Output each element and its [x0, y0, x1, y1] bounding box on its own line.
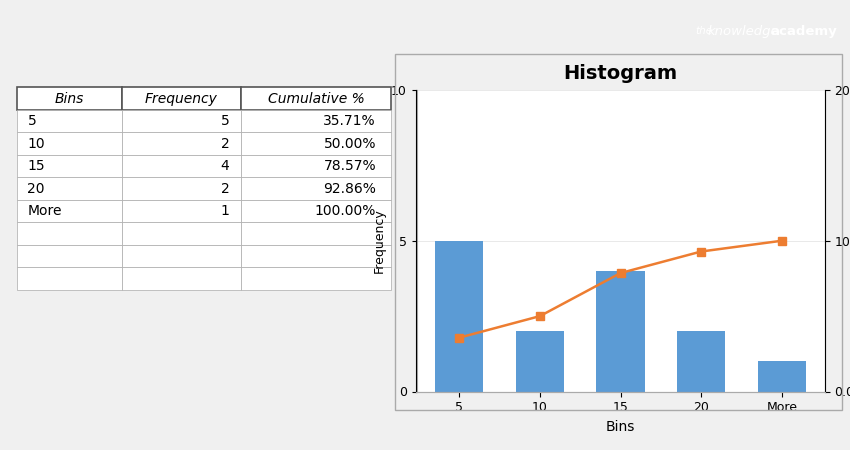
Y-axis label: Frequency: Frequency [372, 208, 385, 273]
Text: knowledge: knowledge [707, 25, 779, 38]
Bar [516, 331, 564, 392]
Bar [757, 361, 806, 392]
Bar [597, 271, 644, 392]
X-axis label: Bins: Bins [606, 420, 635, 434]
Text: the: the [695, 26, 712, 36]
Bar [677, 331, 725, 392]
Text: academy: academy [770, 25, 837, 38]
Bar [435, 241, 484, 392]
Title: Histogram: Histogram [564, 64, 677, 83]
